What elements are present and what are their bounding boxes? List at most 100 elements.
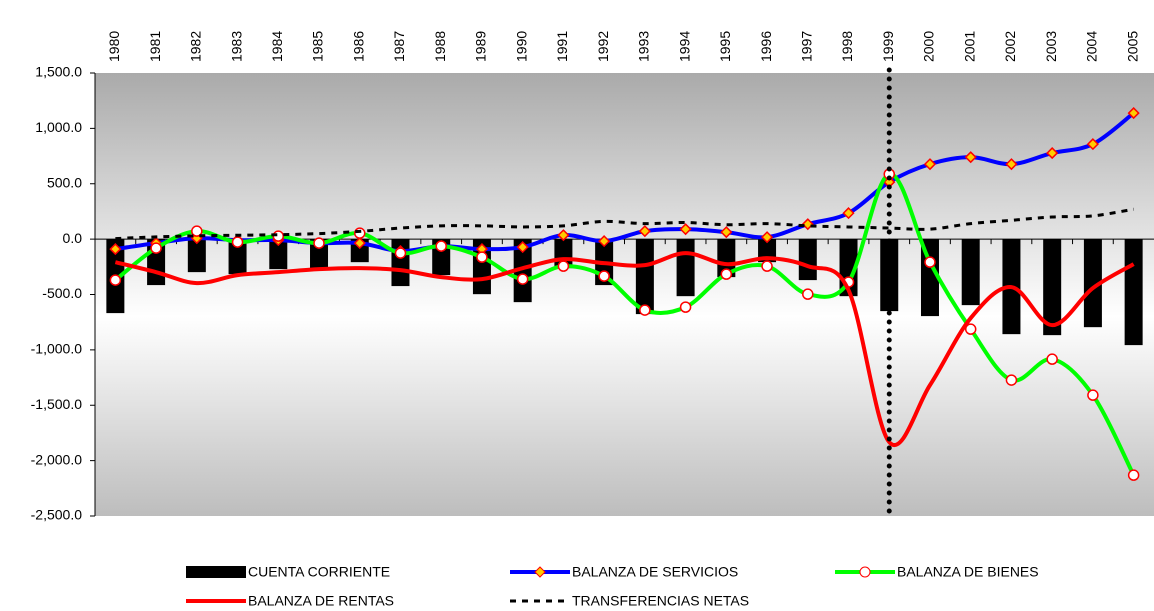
diamond-marker [679,223,692,236]
diamond-marker [638,225,651,238]
diamond-marker [760,231,774,244]
legend-label: BALANZA DE SERVICIOS [572,564,738,580]
circle-marker [1046,353,1058,365]
y-tick-label: -1,500.0 [31,396,83,412]
diamond-marker [1127,107,1140,120]
circle-marker [802,288,814,300]
diamond-marker [964,151,977,164]
legend-label: CUENTA CORRIENTE [248,564,390,580]
diamond-marker [923,158,937,171]
diamond-marker [801,218,814,231]
legend-marker [534,566,546,578]
circle-marker [191,225,203,237]
circle-marker [313,237,325,249]
y-tick-label: -2,500.0 [31,507,83,523]
circle-marker [964,323,977,335]
x-tick-label: 2005 [1124,31,1140,62]
series-line [115,207,1134,241]
x-tick-label: 1999 [880,31,896,62]
circle-marker [394,247,407,259]
x-tick-label: 1983 [228,31,244,62]
legend-label: BALANZA DE BIENES [897,564,1039,580]
x-tick-label: 1997 [798,31,814,62]
diamond-marker [720,226,733,239]
x-tick-label: 1996 [758,31,774,62]
diamond-marker [1005,158,1018,171]
x-tick-label: 1982 [188,31,204,62]
x-tick-label: 1990 [513,31,529,62]
x-tick-label: 1981 [147,31,163,62]
bar [310,239,329,271]
x-tick-label: 1987 [391,31,407,62]
y-tick-label: 1,500.0 [35,64,82,80]
circle-marker [720,268,733,280]
bar [1043,239,1062,336]
diamond-marker [1046,147,1059,160]
y-tick-label: -1,000.0 [31,341,83,357]
diamond-marker [353,237,366,250]
series-line [114,251,1135,447]
circle-marker [639,304,651,316]
x-tick-label: 1993 [636,31,652,62]
circle-marker [150,242,162,254]
x-tick-label: 2000 [921,31,937,62]
x-tick-label: 2003 [1043,31,1059,62]
x-tick-label: 1985 [310,31,326,62]
y-tick-label: -500.0 [42,285,82,301]
x-tick-label: 1994 [676,31,692,62]
x-tick-label: 1986 [350,31,366,62]
bar [269,239,288,270]
diamond-marker [516,241,529,254]
circle-marker [1005,374,1018,386]
y-tick-label: -2,000.0 [31,451,83,467]
x-tick-label: 1991 [554,31,570,62]
x-tick-label: 1984 [269,31,285,62]
legend-label: TRANSFERENCIAS NETAS [572,593,749,609]
bar [228,239,247,275]
bar [1083,239,1102,328]
circle-marker [761,260,773,272]
legend-marker [859,566,871,578]
bar [187,239,206,273]
diamond-marker [1086,138,1099,151]
x-tick-label: 1992 [595,31,611,62]
x-tick-label: 1980 [106,31,122,62]
circle-marker [231,236,244,248]
x-tick-label: 2001 [961,31,977,62]
x-tick-label: 2002 [1002,31,1018,62]
circle-marker [679,301,692,313]
x-tick-label: 1989 [473,31,489,62]
bar [920,239,939,317]
x-tick-label: 1995 [717,31,733,62]
legend-label: BALANZA DE RENTAS [248,593,394,609]
x-tick-label: 2004 [1084,31,1100,62]
circle-marker [598,270,610,282]
circle-marker [924,256,936,268]
circle-marker [1087,389,1099,401]
y-tick-label: 500.0 [47,174,82,190]
circle-marker [516,273,529,285]
x-tick-label: 1988 [432,31,448,62]
bar [513,239,532,303]
diamond-marker [557,229,570,242]
bar [1124,239,1143,346]
legend-swatch [186,566,246,578]
x-tick-label: 1998 [839,31,855,62]
bar [961,239,980,306]
circle-marker [435,240,447,252]
circle-marker [476,251,488,263]
bar [717,239,736,278]
diamond-marker [109,243,122,256]
diamond-marker [598,235,611,248]
bar [798,239,817,281]
circle-marker [109,274,122,286]
circle-marker [1127,469,1140,481]
diamond-marker [842,207,855,220]
y-tick-label: 0.0 [63,230,83,246]
bar [635,239,654,315]
y-tick-label: 1,000.0 [35,119,82,135]
bar [676,239,695,297]
circle-marker [354,227,366,239]
circle-marker [557,260,570,272]
